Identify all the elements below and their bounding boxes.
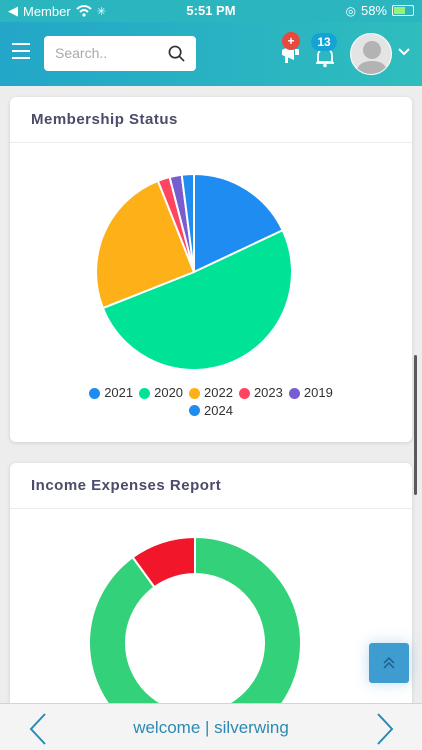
status-left: ◀ Member ✳ [8,3,106,19]
loading-spinner-icon: ✳ [96,5,106,18]
donut-hole [125,573,265,713]
search-box [44,36,196,71]
forward-chevron-icon[interactable] [375,712,395,746]
back-chevron-icon[interactable] [28,712,48,746]
app-header: + 13 [0,22,422,86]
carrier-label: Member [23,3,71,19]
membership-pie-chart [95,173,293,371]
legend-item-2023[interactable]: 2023 [238,385,283,401]
membership-card-title: Membership Status [10,97,412,143]
hamburger-menu-icon[interactable] [12,43,30,59]
legend-label: 2024 [204,402,233,418]
pie-slice-2020 [101,228,293,371]
browser-bottom-bar: welcome | silverwing [0,703,422,750]
chevron-down-icon[interactable] [398,47,410,57]
legend-marker [189,405,201,416]
orientation-lock-icon: ◎ [345,3,356,18]
legend-marker [189,387,201,399]
battery-icon [392,5,414,16]
pie-slice-2024 [180,173,195,273]
legend-item-2022[interactable]: 2022 [189,385,233,401]
scroll-to-top-button[interactable] [369,643,409,683]
status-right: ◎ 58% [345,3,414,18]
income-donut-chart [89,537,301,749]
back-arrow-icon: ◀ [8,3,18,18]
wifi-icon [76,5,92,17]
search-icon[interactable] [168,45,185,62]
legend-marker [139,387,151,399]
user-silhouette-icon [356,41,388,74]
status-bar: ◀ Member ✳ 5:51 PM ◎ 58% [0,0,422,22]
income-expenses-card: Income Expenses Report [10,463,412,750]
legend-item-2019[interactable]: 2019 [288,385,333,401]
legend-label: 2022 [204,385,233,400]
legend-item-2020[interactable]: 2020 [139,385,183,401]
legend-label: 2023 [253,385,283,400]
search-input[interactable] [55,36,165,69]
pie-slice-2021 [193,173,285,274]
legend-item-2024[interactable]: 2024 [189,403,233,419]
double-chevron-up-icon [383,656,395,669]
legend-label: 2020 [154,385,184,400]
legend-marker [288,387,300,399]
membership-status-card: Membership Status 2021 2020 2022 2023 2019 20… [10,97,412,442]
legend-label: 2019 [303,385,333,400]
notification-badge: + [282,32,300,50]
legend-marker [238,387,250,399]
status-time: 5:51 PM [186,3,236,18]
scrollbar[interactable] [414,355,417,495]
membership-legend: 2021 2020 2022 2023 2019 2024 [10,385,412,420]
legend-label: 2021 [104,385,134,400]
avatar[interactable] [350,33,392,75]
bell-count-badge: 13 [311,33,337,51]
welcome-title: welcome | silverwing [133,718,289,737]
legend-marker [89,387,101,399]
battery-percent: 58% [360,3,387,18]
legend-item-2021[interactable]: 2021 [89,385,133,401]
income-card-title: Income Expenses Report [10,463,412,509]
